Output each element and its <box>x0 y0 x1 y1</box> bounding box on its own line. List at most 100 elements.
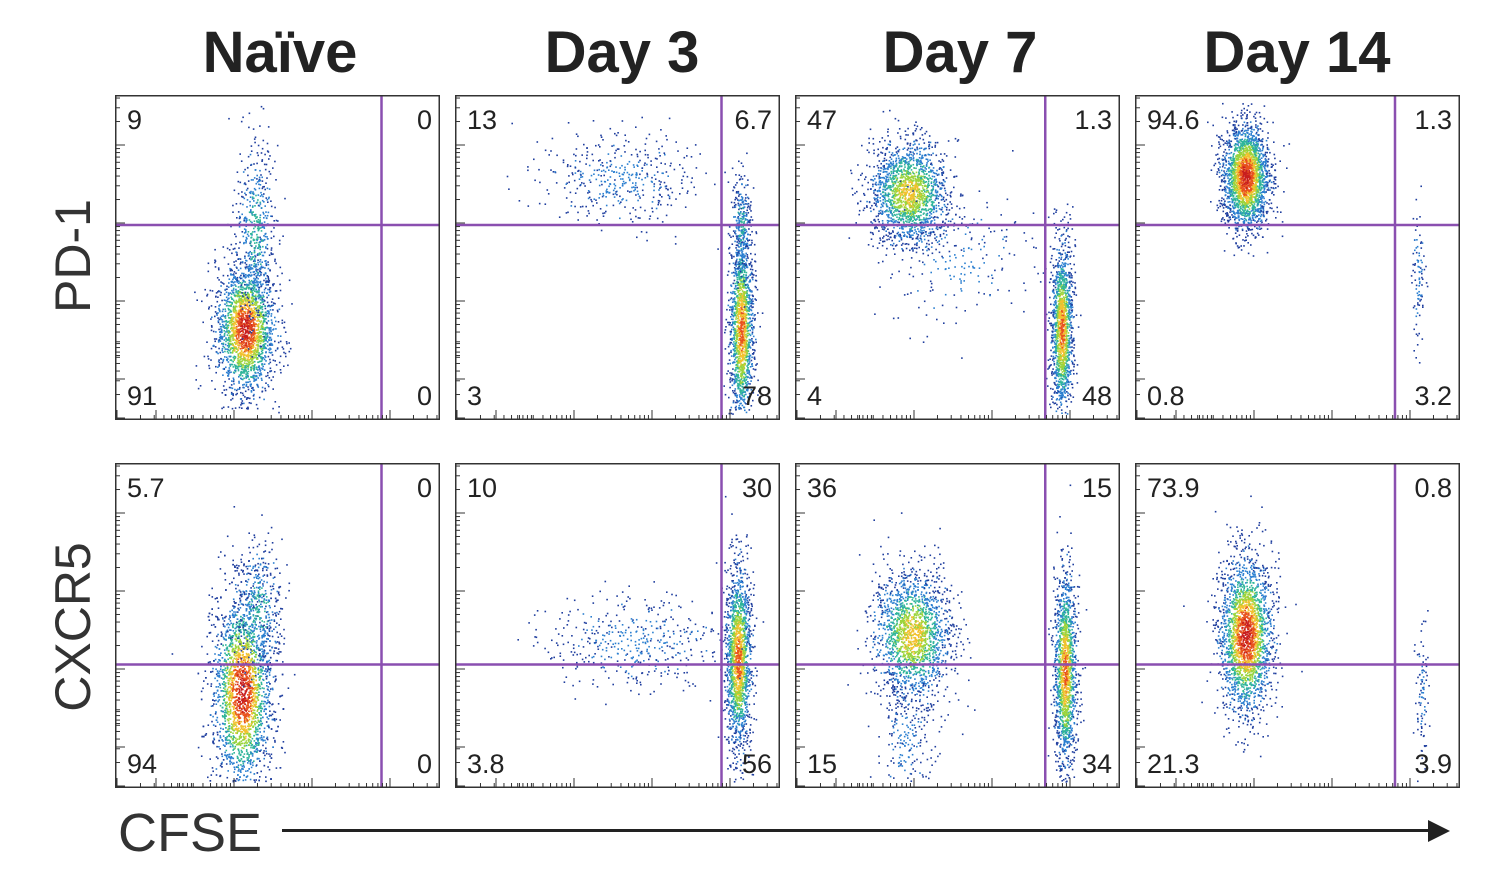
event-dot <box>636 164 638 167</box>
event-dot <box>227 263 230 265</box>
event-dot <box>256 239 258 242</box>
event-dot <box>235 337 238 339</box>
event-dot <box>248 344 251 346</box>
event-dot <box>634 186 636 189</box>
event-dot <box>240 365 243 367</box>
event-dot <box>733 275 735 277</box>
event-dot <box>263 217 265 219</box>
event-dot <box>224 317 227 319</box>
event-dot <box>249 244 252 247</box>
event-dot <box>742 312 744 315</box>
event-dot <box>262 195 264 198</box>
event-dot <box>630 218 632 221</box>
event-dot <box>239 267 242 270</box>
event-dot <box>283 365 285 367</box>
event-dot <box>741 283 743 286</box>
event-dot <box>259 268 261 270</box>
event-dot <box>738 312 741 314</box>
event-dot <box>750 405 753 407</box>
event-dot <box>746 292 748 295</box>
event-dot <box>736 351 738 353</box>
event-dot <box>741 327 743 330</box>
event-dot <box>250 390 253 392</box>
event-dot <box>235 318 237 320</box>
event-dot <box>748 310 750 312</box>
event-dot <box>738 394 741 396</box>
event-dot <box>741 382 743 385</box>
event-dot <box>744 374 747 376</box>
event-dot <box>239 343 241 346</box>
event-dot <box>241 402 243 405</box>
event-dot <box>272 309 274 311</box>
event-dot <box>738 377 740 379</box>
event-dot <box>235 291 237 294</box>
event-dot <box>746 389 749 392</box>
event-dot <box>642 183 645 186</box>
event-dot <box>260 350 263 353</box>
event-dot <box>731 337 734 340</box>
event-dot <box>261 222 263 225</box>
event-dot <box>247 327 249 330</box>
event-dot <box>231 322 234 325</box>
event-dot <box>752 317 754 320</box>
event-dot <box>606 191 609 193</box>
event-dot <box>249 397 251 400</box>
event-dot <box>735 235 738 237</box>
event-dot <box>738 212 740 215</box>
event-dot <box>227 348 229 351</box>
event-dot <box>231 352 234 354</box>
event-dot <box>268 188 271 190</box>
event-dot <box>227 373 230 376</box>
event-dot <box>236 361 239 364</box>
event-dot <box>732 314 735 317</box>
event-dot <box>733 337 736 340</box>
event-dot <box>750 376 753 378</box>
event-dot <box>739 366 741 369</box>
event-dot <box>592 204 594 207</box>
event-dot <box>754 317 756 320</box>
event-dot <box>246 187 249 190</box>
event-dot <box>741 255 743 258</box>
event-dot <box>251 267 254 270</box>
event-dot <box>744 296 747 298</box>
event-dot <box>262 341 264 343</box>
event-dot <box>732 349 735 351</box>
event-dot <box>257 286 260 288</box>
event-dot <box>655 140 658 143</box>
event-dot <box>251 293 254 296</box>
event-dot <box>231 298 233 300</box>
event-dot <box>269 358 271 361</box>
event-dot <box>229 301 232 304</box>
event-dot <box>742 247 745 249</box>
event-dot <box>243 333 245 336</box>
event-dot <box>738 404 741 407</box>
event-dot <box>251 287 254 289</box>
event-dot <box>260 263 262 265</box>
event-dot <box>261 160 263 162</box>
event-dot <box>245 373 247 376</box>
event-dot <box>258 290 261 292</box>
event-dot <box>261 336 264 338</box>
event-dot <box>242 295 244 297</box>
event-dot <box>735 364 737 366</box>
event-dot <box>733 321 735 324</box>
event-dot <box>235 314 238 316</box>
event-dot <box>740 326 743 328</box>
event-dot <box>258 254 260 256</box>
event-dot <box>648 133 651 136</box>
event-dot <box>668 195 671 198</box>
event-dot <box>235 299 238 302</box>
event-dot <box>258 323 260 325</box>
event-dot <box>730 355 733 357</box>
event-dot <box>737 251 739 254</box>
event-dot <box>644 149 646 152</box>
event-dot <box>742 286 744 289</box>
event-dot <box>744 348 747 351</box>
event-dot <box>736 325 738 328</box>
event-dot <box>741 270 744 272</box>
event-dot <box>741 368 744 370</box>
event-dot <box>243 328 245 330</box>
event-dot <box>253 329 256 332</box>
event-dot <box>739 235 741 237</box>
event-dot <box>275 328 277 330</box>
